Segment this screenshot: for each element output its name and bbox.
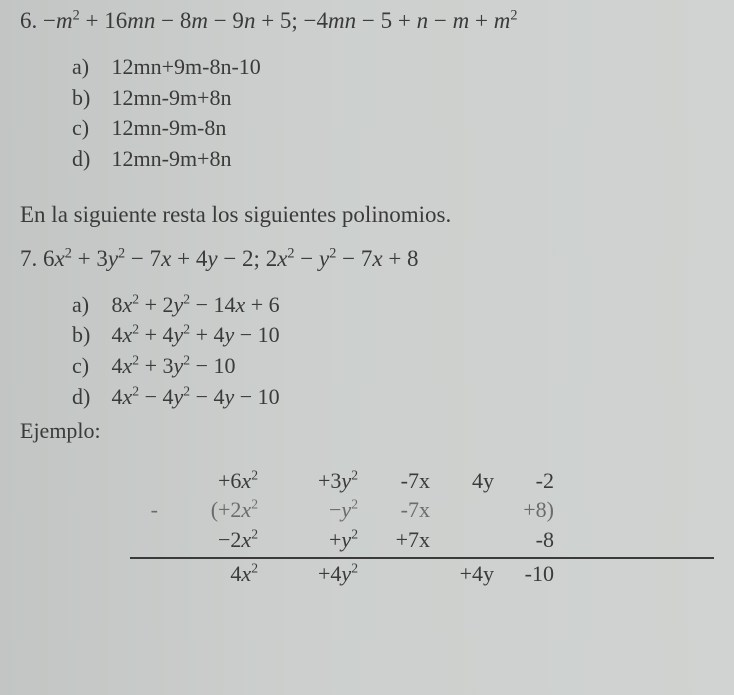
q7-option-c: c) 4x2 + 3y2 − 10 bbox=[72, 351, 714, 381]
option-text: 12mn+9m-8n-10 bbox=[112, 54, 261, 79]
q6-options: a) 12mn+9m-8n-10 b) 12mn-9m+8n c) 12mn-9… bbox=[72, 52, 714, 174]
work-cell: +3y2 bbox=[264, 466, 364, 496]
q7-expr: 6x2 + 3y2 − 7x + 4y − 2; 2x2 − y2 − 7x +… bbox=[43, 246, 419, 271]
work-cell: +y2 bbox=[264, 525, 364, 555]
q7-option-d: d) 4x2 − 4y2 − 4y − 10 bbox=[72, 382, 714, 412]
option-label: b) bbox=[72, 320, 106, 350]
work-cell: -8 bbox=[500, 525, 560, 555]
work-cell: +4y2 bbox=[264, 559, 364, 589]
option-text: 12mn-9m+8n bbox=[112, 85, 232, 110]
option-label: d) bbox=[72, 382, 106, 412]
option-label: b) bbox=[72, 83, 106, 113]
q6-statement: 6. −m2 + 16mn − 8m − 9n + 5; −4mn − 5 + … bbox=[20, 8, 714, 34]
work-cell: +7x bbox=[364, 525, 436, 555]
work-cell: −y2 bbox=[264, 495, 364, 525]
work-cell: 4x2 bbox=[164, 559, 264, 589]
option-text: 8x2 + 2y2 − 14x + 6 bbox=[112, 292, 280, 317]
work-cell: +8) bbox=[500, 495, 560, 525]
q7-options: a) 8x2 + 2y2 − 14x + 6 b) 4x2 + 4y2 + 4y… bbox=[72, 290, 714, 412]
work-cell: (+2x2 bbox=[164, 495, 264, 525]
option-label: a) bbox=[72, 290, 106, 320]
option-label: a) bbox=[72, 52, 106, 82]
row-sign bbox=[130, 466, 164, 496]
work-cell bbox=[364, 559, 436, 589]
option-text: 12mn-9m+8n bbox=[112, 146, 232, 171]
q6-number: 6. bbox=[20, 8, 37, 33]
work-cell: +4y bbox=[436, 559, 500, 589]
work-cell bbox=[436, 525, 500, 555]
work-cell: 4y bbox=[436, 466, 500, 496]
ejemplo-label: Ejemplo: bbox=[20, 418, 714, 444]
option-text: 4x2 + 3y2 − 10 bbox=[112, 353, 236, 378]
work-row-3: −2x2 +y2 +7x -8 bbox=[130, 525, 714, 555]
work-cell: -7x bbox=[364, 466, 436, 496]
work-row-2: - (+2x2 −y2 -7x +8) bbox=[130, 495, 714, 525]
q6-expr: −m2 + 16mn − 8m − 9n + 5; −4mn − 5 + n −… bbox=[43, 8, 517, 33]
row-sign bbox=[130, 525, 164, 555]
row-sign bbox=[130, 559, 164, 589]
work-cell: −2x2 bbox=[164, 525, 264, 555]
work-row-result: 4x2 +4y2 +4y -10 bbox=[130, 557, 714, 589]
work-cell: +6x2 bbox=[164, 466, 264, 496]
work-cell bbox=[436, 495, 500, 525]
work-cell: -7x bbox=[364, 495, 436, 525]
option-label: c) bbox=[72, 113, 106, 143]
q6-option-c: c) 12mn-9m-8n bbox=[72, 113, 714, 143]
work-cell: -10 bbox=[500, 559, 560, 589]
q7-option-a: a) 8x2 + 2y2 − 14x + 6 bbox=[72, 290, 714, 320]
q6-option-d: d) 12mn-9m+8n bbox=[72, 144, 714, 174]
row-sign: - bbox=[130, 495, 164, 525]
option-label: c) bbox=[72, 351, 106, 381]
option-text: 4x2 + 4y2 + 4y − 10 bbox=[112, 322, 280, 347]
q7-number: 7. bbox=[20, 246, 37, 271]
q6-option-b: b) 12mn-9m+8n bbox=[72, 83, 714, 113]
option-label: d) bbox=[72, 144, 106, 174]
option-text: 4x2 − 4y2 − 4y − 10 bbox=[112, 384, 280, 409]
work-row-1: +6x2 +3y2 -7x 4y -2 bbox=[130, 466, 714, 496]
work-cell: -2 bbox=[500, 466, 560, 496]
section-heading: En la siguiente resta los siguientes pol… bbox=[20, 202, 714, 228]
q7-option-b: b) 4x2 + 4y2 + 4y − 10 bbox=[72, 320, 714, 350]
option-text: 12mn-9m-8n bbox=[112, 115, 227, 140]
q7-statement: 7. 6x2 + 3y2 − 7x + 4y − 2; 2x2 − y2 − 7… bbox=[20, 246, 714, 272]
q6-option-a: a) 12mn+9m-8n-10 bbox=[72, 52, 714, 82]
worked-subtraction: +6x2 +3y2 -7x 4y -2 - (+2x2 −y2 -7x +8) … bbox=[130, 466, 714, 589]
